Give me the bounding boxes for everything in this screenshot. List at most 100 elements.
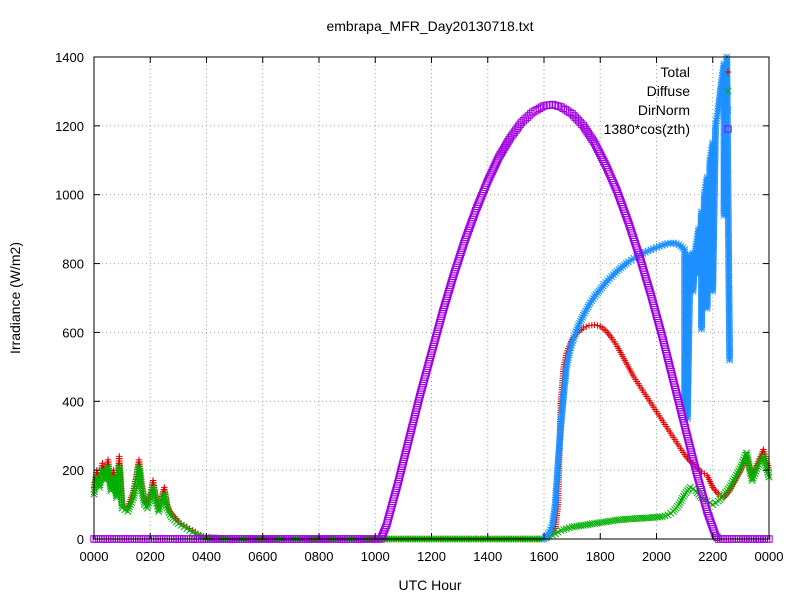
data-point (729, 477, 737, 485)
data-point (749, 474, 757, 482)
data-point (655, 242, 663, 250)
data-point (565, 349, 573, 357)
data-point (547, 526, 555, 534)
legend-marker (724, 125, 732, 133)
data-point (127, 498, 136, 506)
data-point (753, 465, 761, 473)
y-axis-label: Irradiance (W/m2) (7, 242, 23, 354)
data-point (588, 297, 596, 305)
data-point (630, 254, 638, 262)
data-point (584, 303, 592, 311)
data-point (759, 452, 767, 460)
data-point (754, 463, 762, 471)
x-tick-label: 0000 (755, 549, 784, 564)
data-point (751, 470, 759, 478)
data-point (535, 104, 544, 113)
data-point (672, 240, 680, 248)
x-tick-label: 1200 (417, 549, 446, 564)
grid (94, 57, 769, 539)
data-point (676, 498, 684, 507)
data-point (546, 528, 554, 536)
legend: Total Diffuse DirNorm 1380*cos(zth) (604, 64, 732, 137)
data-point (606, 332, 614, 340)
x-tick-label: 0800 (305, 549, 334, 564)
data-point (118, 502, 126, 510)
legend-marker (724, 87, 732, 95)
data-point (652, 243, 661, 251)
data-point (145, 499, 153, 507)
y-tick-label: 1400 (55, 50, 84, 65)
data-point (577, 315, 586, 323)
data-point (155, 507, 163, 516)
data-point (579, 122, 588, 130)
data-point (567, 344, 575, 352)
data-point (572, 328, 580, 336)
data-point (566, 346, 574, 355)
data-point (650, 245, 658, 253)
legend-label: 1380*cos(zth) (604, 121, 690, 137)
data-point (579, 311, 587, 319)
data-point (580, 124, 589, 132)
data-point (641, 248, 649, 256)
data-point (586, 299, 594, 307)
legend-marker (724, 106, 732, 114)
series-2 (540, 53, 734, 543)
data-point (127, 501, 135, 509)
data-point (577, 317, 585, 325)
data-point (155, 505, 163, 513)
axis-ticks: 0000 0200 0400 0600 0800 1000 1200 1400 1600 1800… (55, 50, 783, 564)
data-point (567, 341, 575, 349)
data-point (624, 258, 632, 266)
data-point (531, 107, 539, 115)
data-point (591, 321, 598, 329)
x-tick-label: 1000 (361, 549, 390, 564)
x-tick-label: 0600 (248, 549, 277, 564)
data-point (712, 487, 719, 494)
series-1 (90, 449, 773, 543)
data-point (578, 313, 586, 321)
data-point (669, 239, 677, 247)
data-point (538, 103, 546, 111)
data-point (583, 127, 591, 136)
data-point (764, 471, 772, 479)
data-point (585, 301, 593, 309)
data-point (574, 323, 582, 331)
data-point (594, 322, 601, 329)
data-point (732, 471, 740, 479)
data-point (647, 246, 655, 254)
data-point (163, 504, 171, 512)
data-point (582, 125, 590, 134)
data-point (605, 330, 612, 338)
x-tick-label: 0200 (136, 549, 165, 564)
data-point (156, 503, 164, 511)
data-point (547, 523, 556, 532)
data-point (145, 496, 154, 504)
data-point (157, 501, 165, 509)
data-point (736, 465, 744, 473)
data-point (760, 455, 768, 463)
data-point (126, 503, 134, 511)
data-point (755, 461, 763, 469)
legend-label: Total (660, 64, 690, 80)
data-point (730, 475, 738, 483)
data-point (627, 256, 635, 264)
data-point (636, 251, 644, 259)
data-point (570, 332, 579, 340)
y-tick-label: 1000 (55, 188, 84, 203)
data-point (571, 330, 579, 338)
data-point (713, 489, 721, 496)
data-point (678, 494, 686, 502)
data-point (701, 470, 708, 477)
data-point (585, 131, 594, 140)
data-point (737, 463, 745, 471)
data-point (661, 240, 669, 249)
data-point (750, 472, 758, 480)
legend-marker (724, 68, 732, 76)
legend-label: DirNorm (638, 102, 690, 118)
data-point (644, 247, 652, 255)
x-tick-label: 2000 (642, 549, 671, 564)
data-point (575, 321, 583, 329)
data-point (728, 479, 736, 487)
data-point (583, 305, 591, 313)
